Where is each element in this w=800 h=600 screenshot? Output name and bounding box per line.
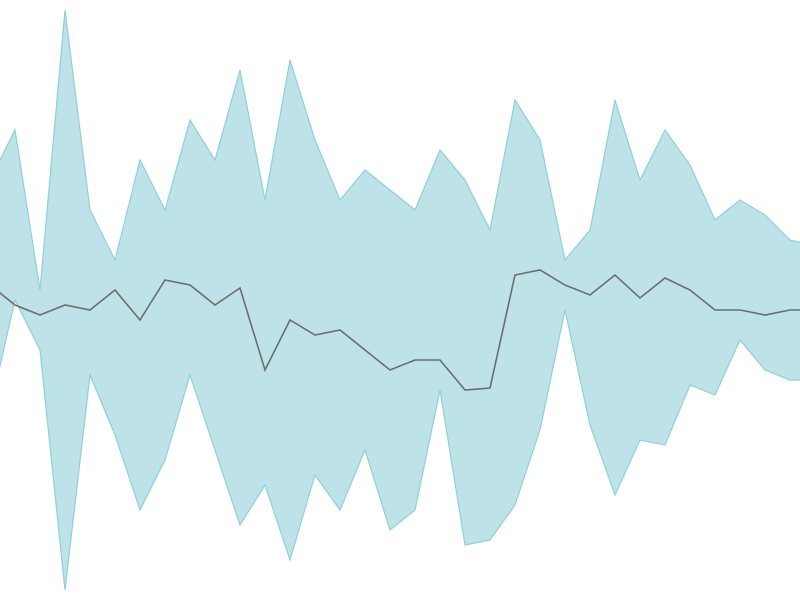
- confidence-band-chart: [0, 0, 800, 600]
